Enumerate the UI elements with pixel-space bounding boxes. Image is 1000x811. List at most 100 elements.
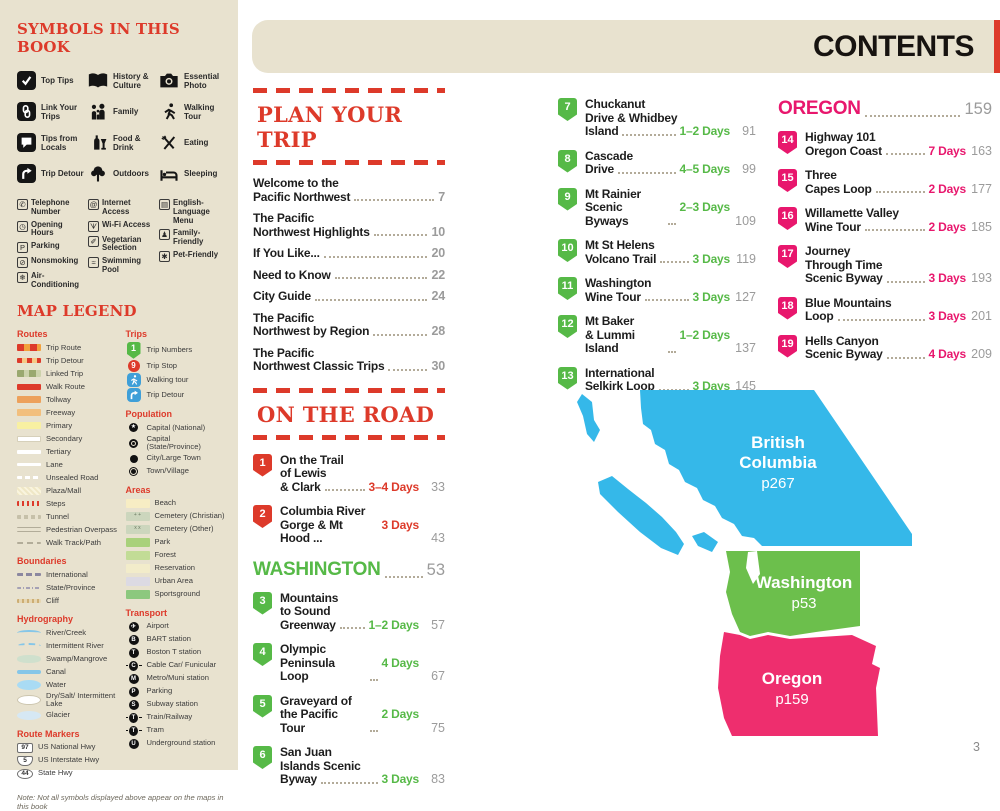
legend-label: Reservation xyxy=(154,563,196,573)
trip-title-line: Mountains xyxy=(280,590,339,605)
symbol-label: Walking Tour xyxy=(184,102,215,121)
dotted-leader xyxy=(886,356,925,359)
legend-label: Trip Route xyxy=(46,342,82,352)
toc-entry-line: Welcome to the xyxy=(253,176,339,190)
book-icon xyxy=(88,71,108,90)
trip-entry: 12 Mt Baker & Lummi Island 1–2 Days 137 xyxy=(558,314,756,356)
trip-page-number: 177 xyxy=(971,181,992,196)
legend-label: Trip Numbers xyxy=(146,345,193,355)
oregon-region xyxy=(718,632,880,736)
legend-label: Trip Stop xyxy=(146,360,178,370)
transport-icon: T xyxy=(126,725,142,736)
legend-label: State Hwy xyxy=(38,768,73,778)
trip-entry: 6 San Juan Islands Scenic Byway 3 Days 83 xyxy=(253,745,445,787)
trip-title-line: Highway 101 xyxy=(805,130,876,144)
trip-title-line: of Lewis xyxy=(280,466,327,480)
legend-item: State/Province xyxy=(17,582,118,594)
trip-title-line: Hells Canyon xyxy=(805,333,879,348)
amenity-label: Telephone Number xyxy=(31,198,70,216)
amenity-item: P Parking xyxy=(17,241,84,254)
legend-item: x x Cemetery (Other) xyxy=(125,524,227,536)
trip-title-lastline: Volcano Trail 3 Days xyxy=(585,252,730,267)
legend-label: Underground station xyxy=(146,738,216,748)
trip-days: 1–2 Days xyxy=(679,327,731,342)
walk-route-swatch xyxy=(17,383,41,390)
cemx-swatch: + + xyxy=(125,512,150,522)
legend-section-title: Trips xyxy=(125,328,148,339)
trip-number-pin: 5 xyxy=(253,694,272,718)
on-the-road-heading: ON THE ROAD xyxy=(257,401,435,427)
legend-item: Canal xyxy=(17,666,118,678)
symbol-item: History & Culture xyxy=(88,65,155,96)
primary-swatch xyxy=(17,422,41,430)
dotted-leader xyxy=(388,368,428,371)
british-columbia-region xyxy=(640,390,912,546)
legend-label: Plaza/Mall xyxy=(46,485,82,495)
trip-page-number: 127 xyxy=(735,289,756,304)
trip-entry-body: Mountains to Sound Greenway 1–2 Days xyxy=(280,590,419,633)
legend-item: Cliff xyxy=(17,595,118,607)
trip-number-pin: 17 xyxy=(778,245,797,268)
legend-label: Primary xyxy=(46,420,73,430)
amenity-label: Internet Access xyxy=(102,198,131,216)
dotted-leader xyxy=(354,199,435,201)
trip-title-line: Drive & Whidbey xyxy=(585,110,678,125)
legend-item: Primary xyxy=(17,420,118,432)
hwy-badge: 97 xyxy=(17,742,33,753)
legend-item: Steps xyxy=(17,498,118,510)
legend-item: B BART station xyxy=(126,634,227,646)
trip-title: Drive xyxy=(585,162,615,176)
trip-days: 4–5 Days xyxy=(679,162,731,176)
legend-item: Walk Track/Path xyxy=(17,537,118,549)
steps-swatch xyxy=(17,501,41,507)
trip-page-number: 109 xyxy=(735,213,756,228)
folio-page-number: 3 xyxy=(973,740,980,754)
legend-section-routes: Routes Trip Route Trip Detour Linked Trip Wa… xyxy=(17,329,118,549)
trip-number-pin: 4 xyxy=(253,643,272,666)
symbols-heading: SYMBOLS IN THIS BOOK xyxy=(17,20,180,56)
dotted-leader xyxy=(660,261,689,263)
legend-item: Urban Area xyxy=(125,576,227,588)
symbol-item: Eating xyxy=(159,127,226,158)
legend-label: Airport xyxy=(146,621,169,631)
trip-title-line: Three xyxy=(805,168,837,182)
washington-label: WASHINGTON xyxy=(253,558,381,580)
cap-state-icon xyxy=(126,438,142,448)
trip-title: the Pacific Tour xyxy=(280,707,338,735)
trip-number-pin: 7 xyxy=(558,98,577,121)
transport-icon: U xyxy=(126,738,142,749)
trip-days: 2–3 Days xyxy=(679,200,731,214)
legend-label: Cemetery (Christian) xyxy=(154,511,225,521)
trip-number-pin: 15 xyxy=(778,169,797,192)
legend-item: Intermittent River xyxy=(17,640,118,652)
freeway-swatch xyxy=(17,409,41,417)
dotted-leader xyxy=(618,171,676,174)
trip-page-number: 201 xyxy=(971,309,992,323)
washington-trips: 3 Mountains to Sound Greenway 1–2 Days 57 4 Oly… xyxy=(253,590,445,787)
dotted-leader xyxy=(384,575,423,578)
trip-entry: 1 On the Trail of Lewis & Clark 3–4 Days 33 xyxy=(253,453,445,495)
symbol-label: Trip Detour xyxy=(41,169,84,178)
trip-title-lastline: Greenway 1–2 Days xyxy=(280,617,419,633)
trip-page-number: 91 xyxy=(742,124,756,138)
trip-number-pin: 1 xyxy=(253,453,272,477)
toc-entry-line: The Pacific xyxy=(253,345,315,360)
trip-days: 3 Days xyxy=(928,271,967,285)
symbols-column: Essential Photo Walking Tour Eating Sleepin… xyxy=(159,65,226,189)
trip-number-pin: 13 xyxy=(558,366,577,390)
trip-title: Greenway xyxy=(280,617,336,632)
forest-swatch xyxy=(125,551,150,561)
toc-entry-page: 7 xyxy=(438,189,445,204)
amenity-item: ✱ Pet-Friendly xyxy=(159,250,226,262)
air-conditioning-icon: ❄ xyxy=(17,272,28,284)
trip-title: Gorge & Mt Hood ... xyxy=(280,517,343,545)
dashed-rule xyxy=(253,387,445,393)
symbols-column: History & Culture Family Food & Drink Outdo… xyxy=(88,65,155,189)
trip-page-number: 57 xyxy=(431,617,445,632)
sidebar: SYMBOLS IN THIS BOOK Top Tips Link Your T… xyxy=(0,0,238,811)
toc-entry-line: The Pacific xyxy=(253,211,315,225)
trip-title: Wine Tour xyxy=(805,219,861,234)
trip-entry: 16 Willamette Valley Wine Tour 2 Days 185 xyxy=(778,206,992,234)
trip-entry-body: Journey Through Time Scenic Byway 3 Days xyxy=(805,244,967,286)
dotted-leader xyxy=(324,489,365,491)
